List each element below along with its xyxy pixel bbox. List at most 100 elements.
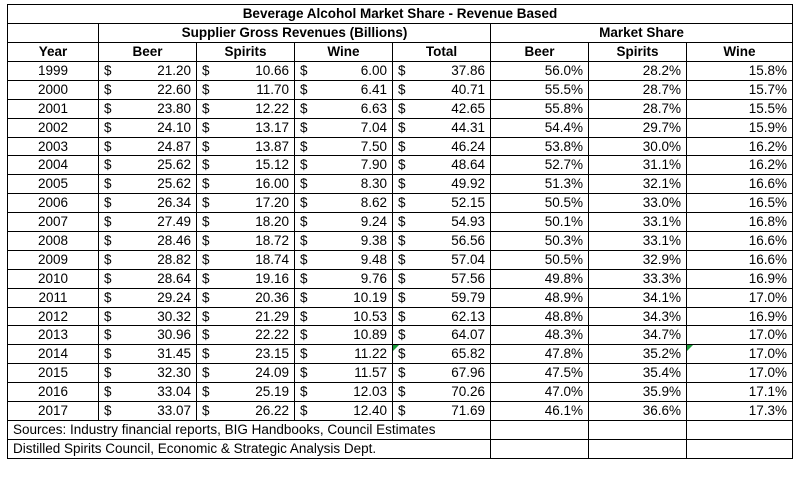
dollar-sign: $ [392, 136, 414, 157]
beer-share-cell: 50.5% [490, 193, 589, 214]
dollar-sign: $ [392, 249, 414, 270]
spirits-revenue-cell: 15.12 [217, 155, 295, 176]
beer-share-cell: 50.5% [490, 249, 589, 270]
dollar-sign: $ [294, 212, 316, 233]
total-revenue-cell: 42.65 [413, 98, 491, 119]
wine-share-cell: 16.8% [686, 212, 793, 233]
dollar-sign: $ [392, 344, 414, 365]
year-cell: 2012 [7, 306, 99, 327]
wine-share-cell: 15.7% [686, 79, 793, 100]
dollar-sign: $ [392, 61, 414, 81]
year-cell: 2008 [7, 231, 99, 251]
beer-revenue-cell: 22.60 [119, 79, 197, 100]
table-row: 2014 $31.45 $23.15 $11.22 $65.82 47.8% 35.2% 17… [7, 344, 793, 365]
spirits-share-cell: 35.4% [588, 363, 687, 384]
dollar-sign: $ [98, 325, 120, 346]
total-revenue-cell: 56.56 [413, 231, 491, 251]
wine-revenue-cell: 9.76 [315, 268, 393, 289]
wine-share-cell: 16.6% [686, 231, 793, 251]
dollar-sign: $ [294, 306, 316, 327]
beer-revenue-cell: 23.80 [119, 98, 197, 119]
dollar-sign: $ [98, 268, 120, 289]
spirits-revenue-cell: 21.29 [217, 306, 295, 327]
table-row: 2016 $33.04 $25.19 $12.03 $70.26 47.0% 35.9% 17… [7, 382, 793, 403]
year-cell: 2011 [7, 287, 99, 308]
spirits-revenue-cell: 22.22 [217, 325, 295, 346]
wine-revenue-cell: 9.38 [315, 231, 393, 251]
wine-share-cell: 16.9% [686, 306, 793, 327]
wine-revenue-cell: 12.03 [315, 382, 393, 403]
wine-share-cell: 16.2% [686, 155, 793, 176]
dollar-sign: $ [98, 174, 120, 195]
beer-revenue-cell: 24.10 [119, 117, 197, 138]
dollar-sign: $ [98, 363, 120, 384]
dollar-sign: $ [196, 212, 218, 233]
dollar-sign: $ [294, 79, 316, 100]
total-revenue-cell: 52.15 [413, 193, 491, 214]
dollar-sign: $ [294, 231, 316, 251]
spirits-share-cell: 33.3% [588, 268, 687, 289]
spirits-share-cell: 33.1% [588, 231, 687, 251]
wine-share-cell: 15.5% [686, 98, 793, 119]
wine-revenue-cell: 6.63 [315, 98, 393, 119]
beer-revenue-cell: 25.62 [119, 155, 197, 176]
total-revenue-cell: 57.56 [413, 268, 491, 289]
spirits-share-cell: 34.3% [588, 306, 687, 327]
spirits-share-cell: 28.7% [588, 79, 687, 100]
dollar-sign: $ [294, 268, 316, 289]
empty-cell [686, 419, 793, 440]
dollar-sign: $ [392, 231, 414, 251]
beer-share-cell: 53.8% [490, 136, 589, 157]
dollar-sign: $ [392, 155, 414, 176]
spirits-share-cell: 30.0% [588, 136, 687, 157]
spirits-revenue-cell: 20.36 [217, 287, 295, 308]
beer-share-cell: 51.3% [490, 174, 589, 195]
table-row: 2013 $30.96 $22.22 $10.89 $64.07 48.3% 34.7% 17… [7, 325, 793, 346]
dollar-sign: $ [294, 344, 316, 365]
year-cell: 2017 [7, 401, 99, 421]
dollar-sign: $ [392, 98, 414, 119]
dollar-sign: $ [196, 193, 218, 214]
spirits-revenue-cell: 17.20 [217, 193, 295, 214]
spirits-share-cell: 34.1% [588, 287, 687, 308]
beer-share-cell: 48.8% [490, 306, 589, 327]
dollar-sign: $ [294, 61, 316, 81]
wine-revenue-cell: 8.62 [315, 193, 393, 214]
beer-revenue-cell: 33.04 [119, 382, 197, 403]
beer-revenue-cell: 29.24 [119, 287, 197, 308]
wine-share-cell: 17.0% [686, 325, 793, 346]
source-row: Distilled Spirits Council, Economic & St… [7, 438, 793, 459]
year-cell: 2007 [7, 212, 99, 233]
col-header-year: Year [7, 42, 99, 62]
dollar-sign: $ [294, 401, 316, 421]
dollar-sign: $ [98, 344, 120, 365]
wine-revenue-cell: 12.40 [315, 401, 393, 421]
year-cell: 2006 [7, 193, 99, 214]
source-row: Sources: Industry financial reports, BIG… [7, 419, 793, 440]
beer-share-cell: 48.3% [490, 325, 589, 346]
dollar-sign: $ [196, 249, 218, 270]
column-header-row: Year Beer Spirits Wine Total Beer Spirit… [7, 42, 793, 62]
spirits-revenue-cell: 18.20 [217, 212, 295, 233]
dollar-sign: $ [196, 401, 218, 421]
spirits-revenue-cell: 13.17 [217, 117, 295, 138]
beer-share-cell: 47.5% [490, 363, 589, 384]
col-header-spirits-revenue: Spirits [196, 42, 295, 62]
spirits-revenue-cell: 25.19 [217, 382, 295, 403]
wine-share-cell: 16.9% [686, 268, 793, 289]
beer-share-cell: 49.8% [490, 268, 589, 289]
total-revenue-cell: 71.69 [413, 401, 491, 421]
beer-revenue-cell: 33.07 [119, 401, 197, 421]
beer-revenue-cell: 21.20 [119, 61, 197, 81]
table-row: 2003 $24.87 $13.87 $7.50 $46.24 53.8% 30.0% 16.… [7, 136, 793, 157]
col-header-beer-share: Beer [490, 42, 589, 62]
spirits-share-cell: 36.6% [588, 401, 687, 421]
dollar-sign: $ [392, 193, 414, 214]
dollar-sign: $ [98, 155, 120, 176]
wine-revenue-cell: 7.90 [315, 155, 393, 176]
table-title: Beverage Alcohol Market Share - Revenue … [7, 4, 793, 24]
dollar-sign: $ [196, 117, 218, 138]
dollar-sign: $ [98, 382, 120, 403]
beer-share-cell: 46.1% [490, 401, 589, 421]
beer-revenue-cell: 30.32 [119, 306, 197, 327]
